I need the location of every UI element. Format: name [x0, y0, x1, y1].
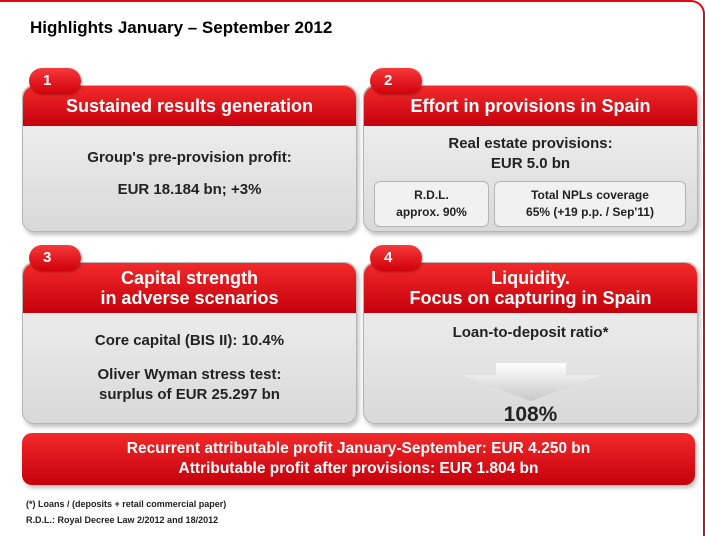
sub-box: R.D.L. approx. 90%: [374, 181, 489, 227]
panel: Liquidity. Focus on capturing in Spain 4…: [363, 245, 698, 426]
panel-body: Real estate provisions: EUR 5.0 bn: [364, 134, 697, 174]
panel: Capital strength in adverse scenarios 3 …: [22, 245, 357, 424]
body-line: Real estate provisions:: [448, 135, 613, 152]
panel-heading: Sustained results generation: [23, 86, 356, 126]
body-line: Loan-to-deposit ratio*: [452, 324, 609, 341]
panel-heading: Liquidity. Focus on capturing in Spain: [364, 263, 697, 313]
badge: 2: [370, 68, 422, 94]
badge: 3: [29, 245, 81, 271]
body-line: surplus of EUR 25.297 bn: [99, 386, 280, 403]
footnote: (*) Loans / (deposits + retail commercia…: [26, 499, 227, 509]
title: Highlights January – September 2012: [30, 18, 333, 37]
panel-body: Loan-to-deposit ratio*: [364, 323, 697, 343]
sub-line: 65% (+19 p.p. / Sep'11): [526, 205, 654, 219]
banner: Recurrent attributable profit January-Se…: [22, 433, 695, 485]
badge: 4: [370, 245, 422, 271]
banner-line: Recurrent attributable profit January-Se…: [126, 440, 591, 457]
heading-line: Effort in provisions in Spain: [410, 96, 651, 116]
sub-line: Total NPLs coverage: [531, 188, 649, 202]
sub-box: Total NPLs coverage 65% (+19 p.p. / Sep'…: [494, 181, 686, 227]
sub-line: R.D.L.: [414, 188, 449, 202]
badge: 1: [29, 68, 81, 94]
body-line: Core capital (BIS II): 10.4%: [94, 332, 285, 349]
body-line: EUR 5.0 bn: [490, 155, 571, 172]
heading-line: Sustained results generation: [65, 96, 314, 116]
arrow-shape: [461, 363, 601, 401]
footnote: R.D.L.: Royal Decree Law 2/2012 and 18/2…: [26, 515, 219, 525]
body-line: Group's pre-provision profit:: [87, 149, 292, 166]
figure: 108%: [503, 403, 558, 426]
panel-heading: Effort in provisions in Spain: [364, 86, 697, 126]
down-arrow: [461, 363, 601, 401]
panel: Effort in provisions in Spain 2 Real est…: [363, 68, 698, 232]
panel-body: Core capital (BIS II): 10.4% Oliver Wyma…: [23, 331, 356, 405]
body-line: Oliver Wyman stress test:: [97, 366, 282, 383]
heading-line: Liquidity.: [491, 268, 570, 288]
heading-line: Focus on capturing in Spain: [409, 288, 652, 308]
panel-heading: Capital strength in adverse scenarios: [23, 263, 356, 313]
heading-line: in adverse scenarios: [100, 288, 279, 308]
heading-line: Capital strength: [120, 268, 258, 288]
body-line: EUR 18.184 bn; +3%: [117, 181, 262, 198]
banner-line: Attributable profit after provisions: EU…: [178, 460, 539, 477]
panel-body: Group's pre-provision profit: EUR 18.184…: [23, 148, 356, 200]
panel: Sustained results generation 1 Group's p…: [22, 68, 357, 232]
sub-line: approx. 90%: [396, 205, 467, 219]
